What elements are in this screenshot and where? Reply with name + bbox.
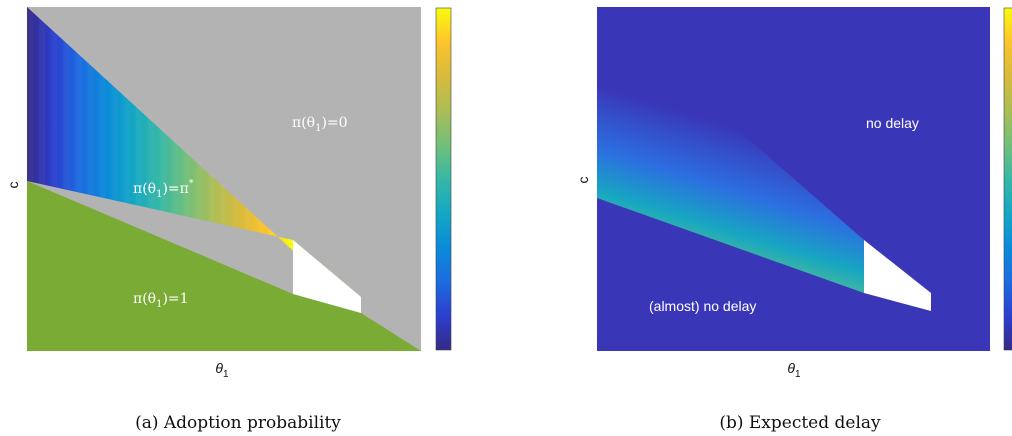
panel-a-band: [112, 85, 118, 200]
panel-a-label-one: π(θ1)=1: [133, 291, 189, 310]
panel-a-caption: (a) Adoption probability: [135, 413, 341, 433]
panel-a-band: [233, 195, 239, 226]
panel-a-band: [257, 217, 263, 231]
panel-a-interior-region: [27, 7, 361, 313]
panel-a: π(θ1)=0 π(θ1)=π* π(θ1)=1 c θ1 (a) Adopti…: [5, 7, 452, 433]
panel-a-ylabel: c: [5, 182, 21, 189]
panel-a-band: [269, 229, 275, 235]
panel-b-colorbar: [1003, 7, 1012, 351]
panel-b-delay-region: [597, 7, 864, 293]
panel-a-band: [75, 51, 81, 191]
panel-a-band: [220, 184, 226, 224]
panel-b-label-almost-no-delay: (almost) no delay: [649, 298, 756, 314]
panel-a-green-region: [27, 181, 421, 351]
panel-b-white-region: [864, 240, 931, 311]
panel-b: no delay (almost) no delay c θ1 (b) Expe…: [575, 7, 1012, 433]
panel-a-band: [172, 140, 178, 213]
panel-a-label-zero: π(θ1)=0: [292, 115, 348, 134]
panel-b-xlabel: θ1: [787, 360, 801, 380]
panel-a-colorbar: [435, 7, 452, 351]
panel-a-band: [63, 40, 69, 189]
panel-a-band: [208, 173, 214, 221]
panel-a-label-pistar: π(θ1)=π*: [133, 179, 194, 200]
panel-a-band: [51, 29, 57, 186]
panel-a-white-region: [293, 240, 361, 313]
panel-a-band: [27, 7, 33, 181]
panel-b-label-no-delay: no delay: [866, 115, 919, 131]
panel-a-band: [124, 96, 130, 203]
panel-a-xlabel: θ1: [215, 360, 229, 380]
panel-a-band: [87, 62, 93, 194]
panel-b-caption: (b) Expected delay: [719, 413, 881, 433]
panel-a-band: [39, 18, 45, 184]
panel-a-band: [196, 162, 202, 218]
panel-a-band: [245, 206, 251, 229]
panel-b-ylabel: c: [575, 177, 591, 184]
panel-a-band: [100, 73, 106, 197]
